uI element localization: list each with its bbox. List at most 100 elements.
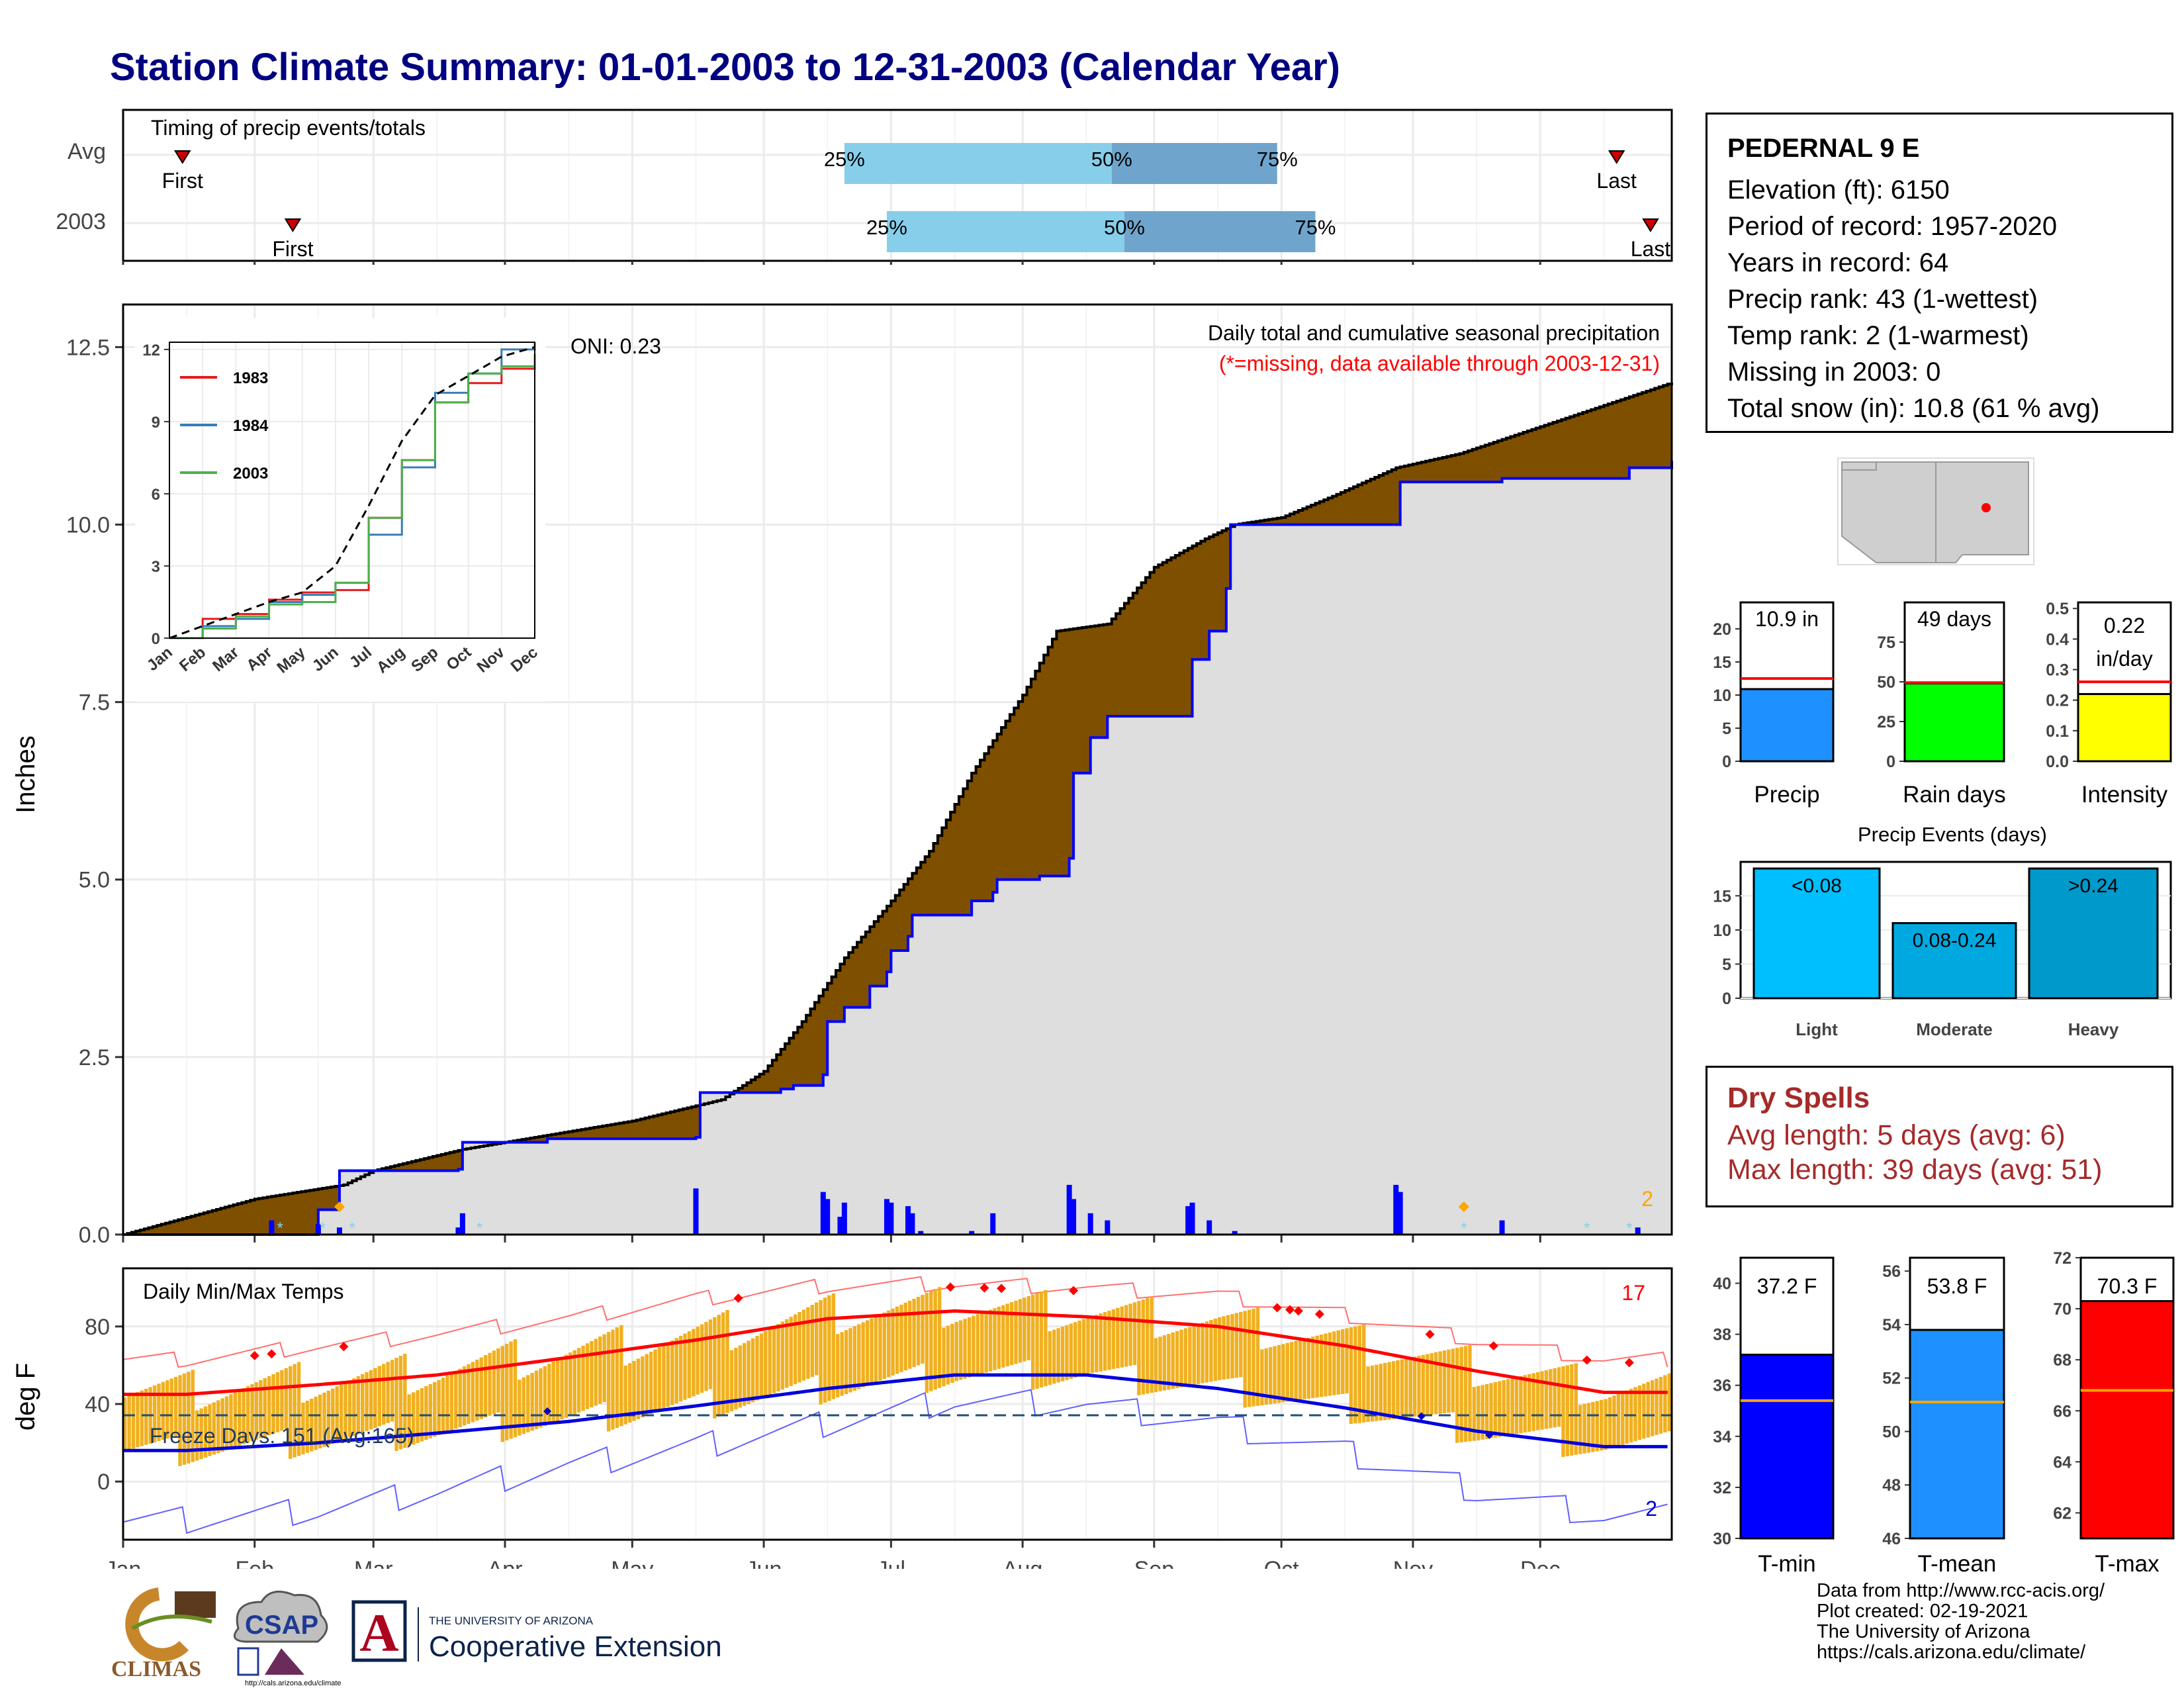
- month-label: Oct: [1264, 1557, 1299, 1569]
- daily-temp-bar: [1281, 1344, 1285, 1403]
- daily-temp-bar: [972, 1315, 976, 1377]
- daily-temp-bar: [1018, 1299, 1023, 1363]
- snow-marker: *: [277, 1219, 283, 1237]
- daily-temp-bar: [199, 1408, 203, 1460]
- daily-temp-bar: [1582, 1403, 1586, 1454]
- daily-temp-bar: [806, 1307, 810, 1379]
- page-title: Station Climate Summary: 01-01-2003 to 1…: [110, 46, 1340, 89]
- daily-temp-bar: [789, 1317, 793, 1386]
- daily-temp-bar: [1404, 1358, 1408, 1418]
- daily-temp-bar: [398, 1356, 403, 1450]
- daily-temp-bar: [564, 1354, 569, 1418]
- daily-temp-bar: [1451, 1348, 1455, 1413]
- daily-temp-bar: [509, 1341, 513, 1439]
- tsum-ytick-label: 52: [1882, 1370, 1901, 1388]
- daily-temp-bar: [356, 1376, 361, 1434]
- locator-map: [1837, 457, 2034, 565]
- summary-ytick-label: 0.4: [2046, 630, 2069, 649]
- precip-events-chart: Precip Events (days) 0 5 10 15 <0.08 Light 0.0…: [1713, 823, 2172, 1039]
- daily-precip-bar: [825, 1199, 831, 1235]
- daily-temp-bar: [1060, 1327, 1065, 1382]
- daily-temp-bar: [641, 1356, 645, 1418]
- daily-temp-bar: [942, 1327, 946, 1387]
- snow-marker: *: [1461, 1219, 1467, 1237]
- daily-precip-bar: [905, 1206, 911, 1235]
- daily-temp-bar: [191, 1370, 195, 1462]
- daily-temp-bar: [1484, 1383, 1489, 1439]
- daily-temp-bar: [755, 1336, 759, 1401]
- daily-temp-bar: [123, 1397, 127, 1452]
- daily-temp-bar: [1396, 1360, 1400, 1419]
- timing-iqr-high-avg: [1111, 143, 1277, 184]
- daily-temp-bar: [1324, 1333, 1328, 1397]
- daily-temp-bar: [314, 1396, 318, 1450]
- month-label: Aug: [1003, 1557, 1043, 1569]
- daily-temp-bar: [1379, 1364, 1383, 1421]
- daily-temp-bar: [743, 1342, 747, 1406]
- daily-temp-bar: [666, 1342, 670, 1407]
- daily-temp-bar: [475, 1359, 479, 1421]
- daily-temp-bar: [229, 1394, 233, 1449]
- daily-temp-bar: [492, 1350, 496, 1415]
- daily-temp-bar: [594, 1338, 598, 1406]
- daily-temp-bar: [1447, 1349, 1451, 1413]
- daily-temp-bar: [254, 1382, 259, 1440]
- daily-temp-bar: [1502, 1380, 1506, 1436]
- daily-temp-bar: [1387, 1362, 1391, 1420]
- daily-temp-bar: [1412, 1356, 1417, 1417]
- daily-temp-bar: [1633, 1387, 1637, 1442]
- daily-temp-bar: [1574, 1363, 1578, 1455]
- daily-temp-bar: [696, 1327, 700, 1395]
- tsum-ytick-label: 54: [1882, 1316, 1901, 1335]
- month-label: Nov: [1393, 1557, 1433, 1569]
- daily-temp-bar: [823, 1297, 827, 1403]
- dry-spells-avg: Avg length: 5 days (avg: 6): [1727, 1119, 2066, 1151]
- daily-temp-bar: [865, 1320, 870, 1386]
- tsum-value-label: 37.2 F: [1757, 1274, 1817, 1298]
- main-ytick-label: 5.0: [79, 868, 110, 893]
- daily-temp-bar: [958, 1320, 963, 1380]
- daily-temp-bar: [886, 1310, 891, 1378]
- daily-temp-bar: [857, 1324, 861, 1389]
- daily-temp-bar: [708, 1319, 713, 1389]
- daily-temp-bar: [416, 1390, 420, 1443]
- daily-temp-bar: [1375, 1364, 1379, 1421]
- daily-temp-bar: [1514, 1377, 1519, 1434]
- events-ytick-label: 0: [1722, 990, 1731, 1008]
- daily-temp-bar: [1621, 1392, 1625, 1445]
- daily-temp-bar: [1090, 1316, 1095, 1374]
- tsum-ytick-label: 34: [1713, 1428, 1731, 1446]
- summary-bars: 0 5 10 15 20 10.9 in Precip 0 25 50 75 49 days Rain …: [1713, 600, 2172, 808]
- snow-marker: *: [477, 1219, 482, 1237]
- daily-temp-bar: [1230, 1314, 1234, 1379]
- daily-temp-bar: [1179, 1329, 1183, 1387]
- observed-cumulative-area: [123, 460, 1672, 1235]
- daily-temp-bar: [882, 1312, 886, 1380]
- missing-marker: [1458, 1201, 1469, 1212]
- daily-temp-bar: [1052, 1329, 1056, 1384]
- timing-quartile-label: 25%: [824, 148, 865, 171]
- daily-temp-bar: [1213, 1318, 1218, 1382]
- daily-temp-bar: [1001, 1305, 1005, 1368]
- record-high-marker: [267, 1349, 277, 1359]
- daily-temp-bar: [1099, 1313, 1103, 1372]
- summary-ytick-label: 25: [1877, 713, 1895, 731]
- daily-temp-bar: [1298, 1340, 1302, 1400]
- daily-temp-bar: [1107, 1310, 1111, 1370]
- max-count: 17: [1621, 1281, 1645, 1305]
- daily-temp-bar: [576, 1348, 581, 1413]
- inset-ytick-label: 12: [142, 342, 160, 359]
- daily-temp-bar: [1009, 1302, 1014, 1366]
- csap-url: http://cals.arizona.edu/climate: [245, 1679, 341, 1687]
- daily-temp-bar: [1188, 1327, 1192, 1386]
- station-location-dot: [1981, 503, 1991, 512]
- daily-temp-bar: [1251, 1309, 1255, 1407]
- daily-temp-bar: [454, 1371, 458, 1429]
- daily-temp-bar: [1264, 1348, 1268, 1405]
- precip-chart: Inches 0.0 2.5 5.0 7.5 10.0 12.5 * * * * * * * Dail…: [11, 303, 1673, 1248]
- dry-spells-max: Max length: 39 days (avg: 51): [1727, 1154, 2103, 1186]
- daily-temp-bar: [1209, 1320, 1213, 1382]
- daily-temp-bar: [572, 1350, 576, 1415]
- daily-temp-bar: [530, 1372, 534, 1431]
- daily-temp-bar: [721, 1312, 725, 1415]
